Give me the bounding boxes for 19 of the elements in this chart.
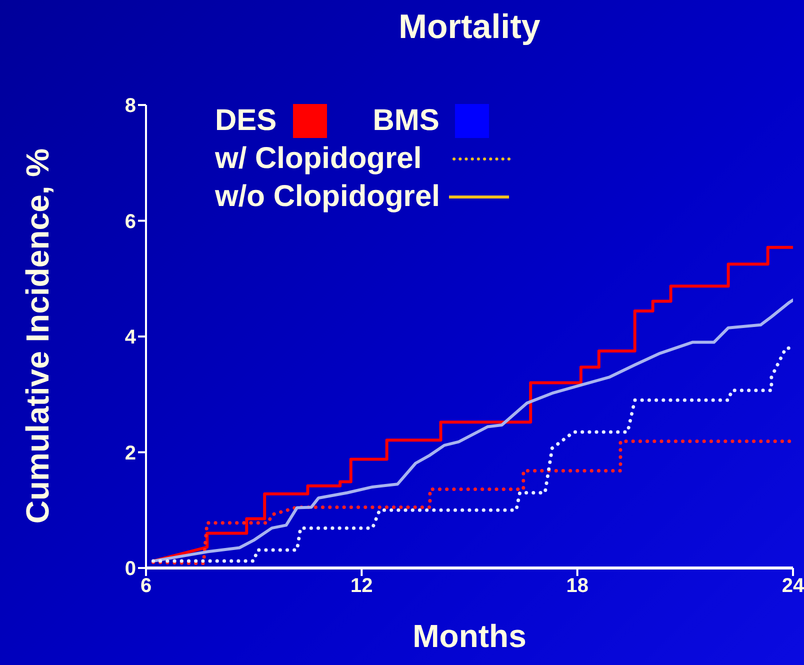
x-tick-label: 24 xyxy=(782,575,804,598)
annotation: DES xyxy=(215,103,277,139)
x-tick-label: 18 xyxy=(566,575,588,598)
y-tick-label: 6 xyxy=(124,210,136,233)
y-tick-label: 4 xyxy=(124,326,137,349)
annotation: BMS xyxy=(372,103,440,139)
chart-title: Mortality xyxy=(398,8,542,47)
line-series xyxy=(151,346,793,563)
annotation: w/ Clopidogrel xyxy=(215,141,422,177)
x-tick-label: 12 xyxy=(350,575,373,598)
y-tick-label: 2 xyxy=(124,442,136,464)
x-axis-title: Months xyxy=(412,618,528,655)
y-axis-title: Cumulative Incidence, % xyxy=(20,148,56,524)
line-series xyxy=(151,440,793,566)
y-tick-label: 0 xyxy=(124,558,136,580)
line-series xyxy=(152,298,793,563)
y-tick-label: 8 xyxy=(124,95,136,118)
x-tick-label: 6 xyxy=(140,575,152,598)
annotation: w/o Clopidogrel xyxy=(215,179,440,215)
